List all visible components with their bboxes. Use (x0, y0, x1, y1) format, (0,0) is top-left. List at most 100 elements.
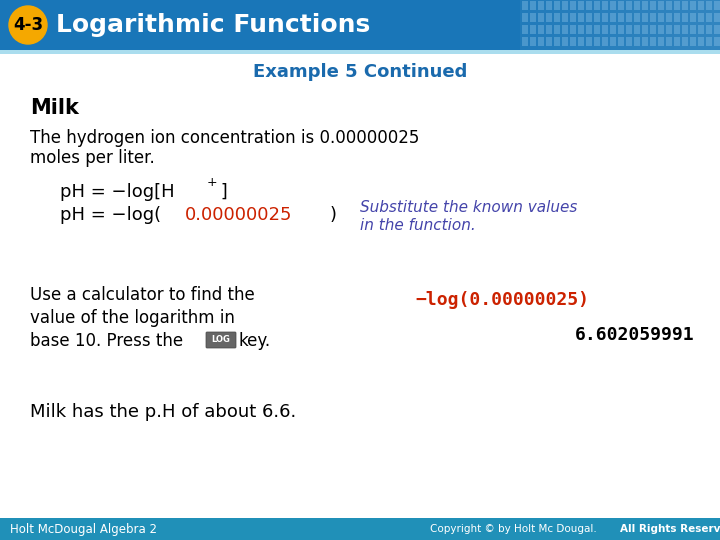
FancyBboxPatch shape (650, 1, 656, 10)
FancyBboxPatch shape (628, 0, 629, 50)
FancyBboxPatch shape (706, 13, 712, 22)
FancyBboxPatch shape (610, 37, 616, 46)
FancyBboxPatch shape (530, 25, 536, 34)
FancyBboxPatch shape (597, 0, 598, 50)
FancyBboxPatch shape (550, 0, 551, 50)
FancyBboxPatch shape (546, 37, 552, 46)
Text: −log(0.00000025): −log(0.00000025) (415, 291, 589, 309)
FancyBboxPatch shape (674, 1, 680, 10)
FancyBboxPatch shape (653, 0, 654, 50)
FancyBboxPatch shape (526, 0, 527, 50)
FancyBboxPatch shape (567, 0, 568, 50)
FancyBboxPatch shape (715, 0, 716, 50)
FancyBboxPatch shape (546, 1, 552, 10)
FancyBboxPatch shape (587, 0, 588, 50)
FancyBboxPatch shape (537, 0, 538, 50)
FancyBboxPatch shape (690, 25, 696, 34)
FancyBboxPatch shape (533, 0, 534, 50)
FancyBboxPatch shape (530, 13, 536, 22)
FancyBboxPatch shape (637, 0, 638, 50)
FancyBboxPatch shape (626, 1, 632, 10)
FancyBboxPatch shape (586, 13, 592, 22)
FancyBboxPatch shape (528, 0, 529, 50)
FancyBboxPatch shape (709, 0, 710, 50)
FancyBboxPatch shape (680, 0, 681, 50)
FancyBboxPatch shape (538, 13, 544, 22)
FancyBboxPatch shape (706, 25, 712, 34)
FancyBboxPatch shape (612, 0, 613, 50)
Text: Logarithmic Functions: Logarithmic Functions (56, 13, 370, 37)
FancyBboxPatch shape (705, 0, 706, 50)
FancyBboxPatch shape (627, 0, 628, 50)
FancyBboxPatch shape (594, 13, 600, 22)
FancyBboxPatch shape (658, 0, 659, 50)
FancyBboxPatch shape (698, 13, 704, 22)
FancyBboxPatch shape (575, 0, 576, 50)
FancyBboxPatch shape (656, 0, 657, 50)
FancyBboxPatch shape (666, 13, 672, 22)
FancyBboxPatch shape (522, 37, 528, 46)
FancyBboxPatch shape (678, 0, 679, 50)
FancyBboxPatch shape (570, 37, 576, 46)
FancyBboxPatch shape (602, 37, 608, 46)
FancyBboxPatch shape (677, 0, 678, 50)
FancyBboxPatch shape (578, 37, 584, 46)
FancyBboxPatch shape (608, 0, 609, 50)
FancyBboxPatch shape (603, 0, 604, 50)
FancyBboxPatch shape (642, 37, 648, 46)
FancyBboxPatch shape (553, 0, 554, 50)
FancyBboxPatch shape (610, 13, 616, 22)
FancyBboxPatch shape (539, 0, 540, 50)
FancyBboxPatch shape (607, 0, 608, 50)
FancyBboxPatch shape (682, 0, 683, 50)
FancyBboxPatch shape (674, 25, 680, 34)
FancyBboxPatch shape (592, 0, 593, 50)
FancyBboxPatch shape (206, 332, 236, 348)
FancyBboxPatch shape (594, 25, 600, 34)
FancyBboxPatch shape (600, 0, 601, 50)
FancyBboxPatch shape (557, 0, 558, 50)
FancyBboxPatch shape (661, 0, 662, 50)
FancyBboxPatch shape (629, 0, 630, 50)
FancyBboxPatch shape (562, 1, 568, 10)
FancyBboxPatch shape (572, 0, 573, 50)
Text: 4-3: 4-3 (13, 16, 43, 34)
FancyBboxPatch shape (690, 13, 696, 22)
FancyBboxPatch shape (541, 0, 542, 50)
FancyBboxPatch shape (690, 1, 696, 10)
FancyBboxPatch shape (562, 37, 568, 46)
FancyBboxPatch shape (532, 0, 533, 50)
FancyBboxPatch shape (714, 1, 720, 10)
FancyBboxPatch shape (548, 0, 549, 50)
FancyBboxPatch shape (690, 0, 691, 50)
FancyBboxPatch shape (623, 0, 624, 50)
FancyBboxPatch shape (606, 0, 607, 50)
FancyBboxPatch shape (610, 0, 611, 50)
FancyBboxPatch shape (585, 0, 586, 50)
FancyBboxPatch shape (544, 0, 545, 50)
FancyBboxPatch shape (596, 0, 597, 50)
FancyBboxPatch shape (531, 0, 532, 50)
FancyBboxPatch shape (652, 0, 653, 50)
Text: ]: ] (215, 183, 228, 201)
FancyBboxPatch shape (576, 0, 577, 50)
FancyBboxPatch shape (631, 0, 632, 50)
FancyBboxPatch shape (556, 0, 557, 50)
FancyBboxPatch shape (560, 0, 561, 50)
FancyBboxPatch shape (651, 0, 652, 50)
FancyBboxPatch shape (717, 0, 718, 50)
FancyBboxPatch shape (675, 0, 676, 50)
FancyBboxPatch shape (674, 13, 680, 22)
FancyBboxPatch shape (682, 1, 688, 10)
FancyBboxPatch shape (658, 1, 664, 10)
FancyBboxPatch shape (570, 25, 576, 34)
FancyBboxPatch shape (659, 0, 660, 50)
FancyBboxPatch shape (618, 13, 624, 22)
FancyBboxPatch shape (540, 0, 541, 50)
FancyBboxPatch shape (554, 25, 560, 34)
FancyBboxPatch shape (595, 0, 596, 50)
FancyBboxPatch shape (618, 0, 619, 50)
FancyBboxPatch shape (562, 0, 563, 50)
FancyBboxPatch shape (534, 0, 535, 50)
FancyBboxPatch shape (666, 25, 672, 34)
